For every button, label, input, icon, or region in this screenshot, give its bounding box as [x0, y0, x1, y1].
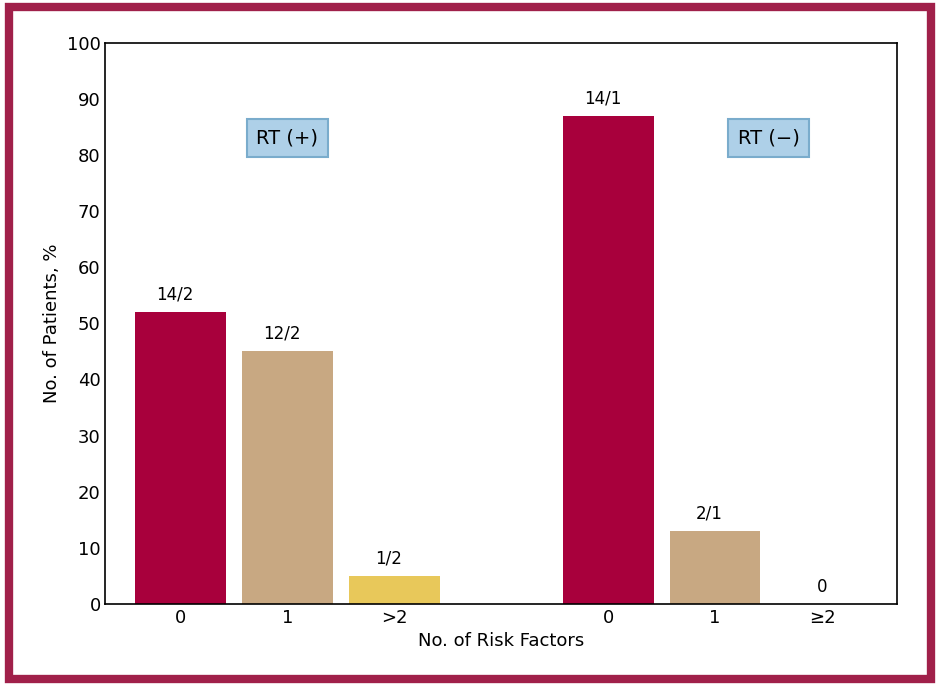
Text: 1/2: 1/2 [375, 549, 402, 567]
Bar [242, 351, 333, 604]
Text: RT (−): RT (−) [738, 128, 799, 147]
Text: 0: 0 [817, 578, 827, 595]
X-axis label: No. of Risk Factors: No. of Risk Factors [418, 632, 585, 650]
Text: RT (+): RT (+) [257, 128, 319, 147]
Bar [135, 312, 226, 604]
Bar [669, 531, 760, 604]
Bar [563, 115, 653, 604]
Y-axis label: No. of Patients, %: No. of Patients, % [43, 244, 61, 403]
Bar [349, 576, 440, 604]
Text: 14/1: 14/1 [584, 89, 621, 107]
Text: 14/2: 14/2 [156, 285, 194, 304]
Text: 2/1: 2/1 [697, 505, 723, 523]
Text: 12/2: 12/2 [263, 325, 301, 343]
